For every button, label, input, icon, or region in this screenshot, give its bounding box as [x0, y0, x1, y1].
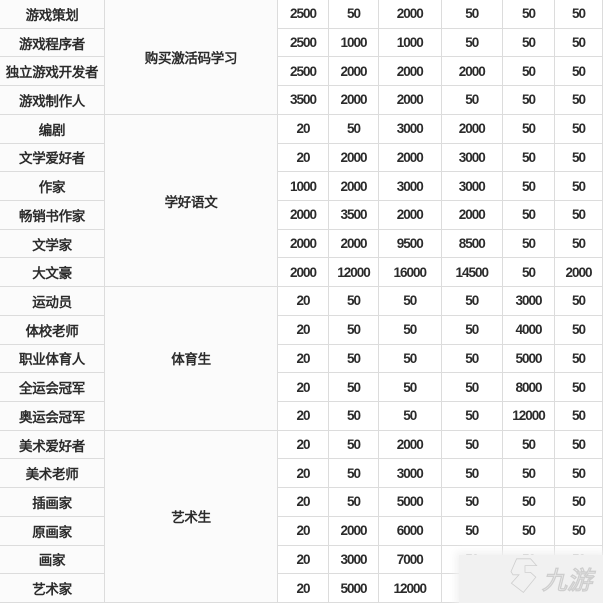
svg-text:九游: 九游 — [541, 567, 597, 595]
